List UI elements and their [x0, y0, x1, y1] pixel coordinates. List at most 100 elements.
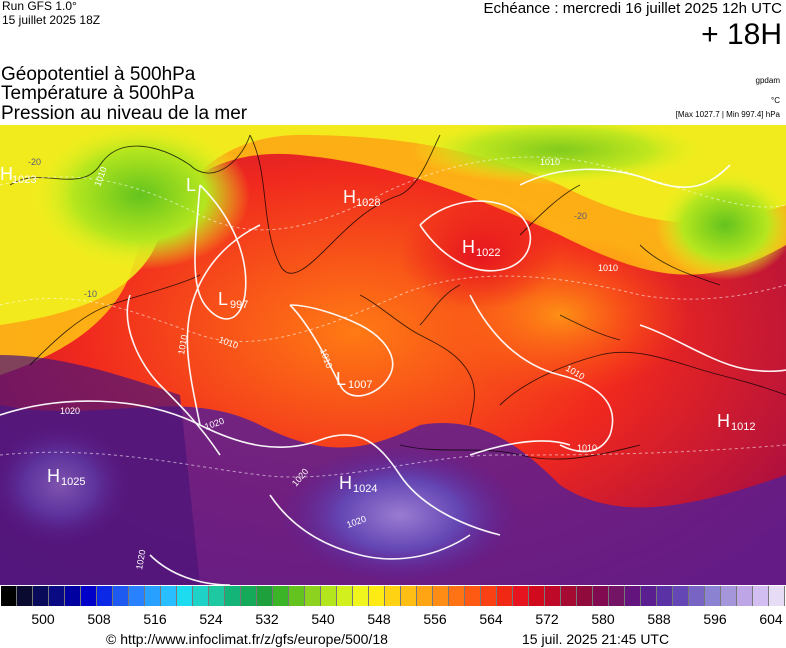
legend-swatch [97, 586, 113, 606]
legend-swatch [33, 586, 49, 606]
pressure-range: [Max 1027.7 | Min 997.4] hPa [675, 110, 780, 119]
svg-text:1024: 1024 [353, 483, 377, 495]
legend-swatch [689, 586, 705, 606]
legend-swatch [657, 586, 673, 606]
isotherm-label: -10 [84, 289, 97, 299]
legend-swatch [273, 586, 289, 606]
high-pressure-center: H 1025 [47, 466, 85, 488]
legend-swatch [65, 586, 81, 606]
svg-text:H: H [462, 237, 475, 257]
isobar-label: 1020 [60, 406, 80, 416]
legend-swatch [353, 586, 369, 606]
low-pressure-center: L 1007 [336, 369, 372, 391]
isobar-label: 1010 [176, 334, 189, 355]
low-pressure-center: L 997 [218, 289, 248, 311]
legend-swatch [385, 586, 401, 606]
lead-time: + 18H [701, 18, 782, 51]
legend-tick-label: 500 [31, 611, 55, 627]
low-pressure-center: L [186, 175, 196, 195]
svg-text:1022: 1022 [476, 247, 500, 259]
legend-tick-label: 572 [535, 611, 559, 627]
legend-swatch [337, 586, 353, 606]
generated-timestamp: 15 juil. 2025 21:45 UTC [522, 631, 670, 647]
title-geopotential: Géopotentiel à 500hPa [1, 64, 196, 85]
legend-swatch [241, 586, 257, 606]
legend-swatch [1, 586, 17, 606]
isotherm-labels: -20 -10 -20 [28, 157, 587, 299]
isotherm-label: -20 [574, 211, 587, 221]
color-scale-legend [1, 586, 785, 606]
green-area-east [655, 170, 786, 280]
legend-swatch [561, 586, 577, 606]
legend-swatch [49, 586, 65, 606]
isobars [0, 164, 786, 585]
valid-time: Echéance : mercredi 16 juillet 2025 12h … [483, 0, 783, 17]
high-pressure-center: H 1023 [0, 164, 36, 186]
legend-swatch [209, 586, 225, 606]
legend-swatch [481, 586, 497, 606]
run-date: 15 juillet 2025 18Z [2, 13, 101, 27]
legend-swatch [705, 586, 721, 606]
green-area-west [30, 125, 250, 270]
legend-swatch [641, 586, 657, 606]
legend-swatch [113, 586, 129, 606]
legend-tick-label: 564 [479, 611, 503, 627]
svg-text:H: H [717, 411, 730, 431]
green-area-north [410, 125, 710, 185]
legend-swatch [513, 586, 529, 606]
legend-swatch [673, 586, 689, 606]
legend-swatch [497, 586, 513, 606]
isobar-label: 1020 [134, 549, 147, 570]
legend-swatch [449, 586, 465, 606]
high-pressure-center: H 1022 [462, 237, 500, 259]
legend-tick-label: 508 [87, 611, 111, 627]
legend-swatch [545, 586, 561, 606]
legend-tick-label: 516 [143, 611, 167, 627]
svg-text:1025: 1025 [61, 476, 85, 488]
lilac-core-atlantic [0, 425, 130, 545]
legend-swatch [161, 586, 177, 606]
title-pressure: Pression au niveau de la mer [1, 103, 248, 124]
legend-swatch [321, 586, 337, 606]
svg-text:L: L [186, 175, 196, 195]
svg-text:H: H [47, 466, 60, 486]
svg-text:H: H [0, 164, 13, 184]
legend-tick-label: 580 [591, 611, 615, 627]
weather-map: H 1023 L H 1028 H 1022 L 997 L 1007 H 1012 H 10… [0, 125, 786, 585]
legend-tick-label: 540 [311, 611, 335, 627]
legend-tick-label: 532 [255, 611, 279, 627]
legend-swatch [145, 586, 161, 606]
svg-text:L: L [218, 289, 228, 309]
legend-swatch [177, 586, 193, 606]
legend-swatch [753, 586, 769, 606]
legend-swatch [369, 586, 385, 606]
legend-swatch [401, 586, 417, 606]
legend-swatch [465, 586, 481, 606]
legend-swatch [737, 586, 753, 606]
legend-tick-label: 548 [367, 611, 391, 627]
legend-swatch [609, 586, 625, 606]
legend-swatch [129, 586, 145, 606]
high-pressure-center: H 1028 [343, 187, 380, 209]
unit-celsius: °C [771, 96, 780, 105]
legend-swatch [529, 586, 545, 606]
legend-swatch [289, 586, 305, 606]
svg-text:1028: 1028 [356, 197, 380, 209]
legend-swatch [433, 586, 449, 606]
isobar-label: 1010 [598, 263, 618, 273]
high-pressure-center: H 1012 [717, 411, 755, 433]
legend-tick-label: 588 [647, 611, 671, 627]
legend-swatch [577, 586, 593, 606]
source-url[interactable]: © http://www.infoclimat.fr/z/gfs/europe/… [106, 631, 388, 647]
svg-text:L: L [336, 369, 346, 389]
isobar-label: 1010 [577, 443, 597, 453]
legend-swatch [417, 586, 433, 606]
legend-swatch [257, 586, 273, 606]
svg-text:H: H [343, 187, 356, 207]
legend-swatch [593, 586, 609, 606]
legend-swatch [17, 586, 33, 606]
legend-swatch [81, 586, 97, 606]
unit-gpdam: gpdam [755, 76, 780, 85]
legend-swatch [769, 586, 785, 606]
pressure-centers: H 1023 L H 1028 H 1022 L 997 L 1007 H 1012 H 10… [0, 164, 755, 495]
